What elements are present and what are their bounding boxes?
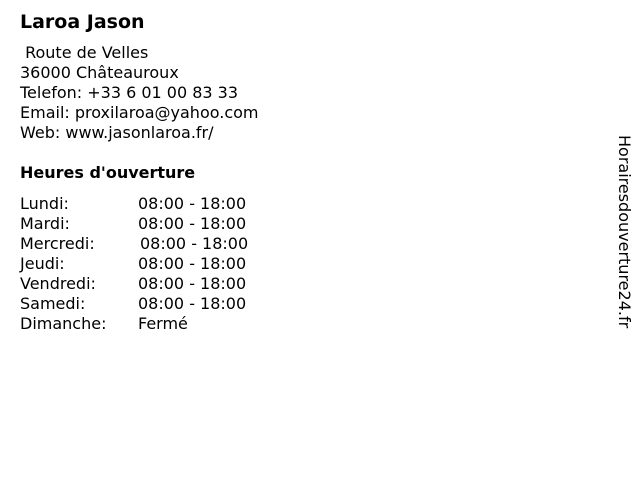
city: 36000 Châteauroux bbox=[20, 63, 179, 82]
day-label: Mardi: bbox=[20, 214, 70, 233]
website: Web: www.jasonlaroa.fr/ bbox=[20, 123, 214, 142]
day-label: Samedi: bbox=[20, 294, 86, 313]
day-hours: 08:00 - 18:00 bbox=[138, 214, 247, 233]
contact-block: Route de Velles 36000 Châteauroux Telefo… bbox=[20, 43, 259, 143]
day-hours: 08:00 - 18:00 bbox=[138, 254, 247, 273]
street: Route de Velles bbox=[20, 43, 149, 62]
phone: Telefon: +33 6 01 00 83 33 bbox=[20, 83, 239, 102]
day-label: Mercredi: bbox=[20, 234, 95, 253]
day-hours: Fermé bbox=[138, 314, 188, 333]
hours-heading: Heures d'ouverture bbox=[20, 163, 196, 182]
day-label: Jeudi: bbox=[20, 254, 65, 273]
day-label: Lundi: bbox=[20, 194, 69, 213]
business-name: Laroa Jason bbox=[20, 11, 145, 33]
email: Email: proxilaroa@yahoo.com bbox=[20, 103, 259, 122]
day-label: Vendredi: bbox=[20, 274, 96, 293]
day-hours: 08:00 - 18:00 bbox=[140, 234, 249, 253]
day-label: Dimanche: bbox=[20, 314, 107, 333]
day-hours: 08:00 - 18:00 bbox=[138, 274, 247, 293]
day-hours: 08:00 - 18:00 bbox=[138, 194, 247, 213]
watermark-text: Horairesdouverture24.fr bbox=[615, 135, 634, 329]
day-hours: 08:00 - 18:00 bbox=[138, 294, 247, 313]
